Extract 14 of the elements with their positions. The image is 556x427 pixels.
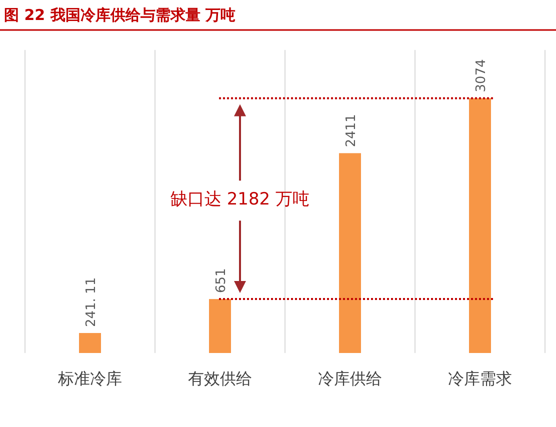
x-tick-label: 有效供给 [188,369,252,388]
bar [339,153,361,353]
chart-title: 图 22 我国冷库供给与需求量 万吨 [4,6,236,24]
data-label: 241. 11 [84,277,99,328]
data-label: 651 [214,268,229,294]
bar [209,299,231,353]
x-tick-label: 冷库需求 [448,369,512,388]
data-label: 3074 [474,59,489,92]
data-label: 2411 [344,114,359,148]
x-tick-label: 标准冷库 [57,369,122,388]
x-tick-label: 冷库供给 [318,369,382,388]
bar [469,98,491,353]
annotation: 缺口达 2182 万吨 [170,190,310,210]
bar [79,333,101,353]
